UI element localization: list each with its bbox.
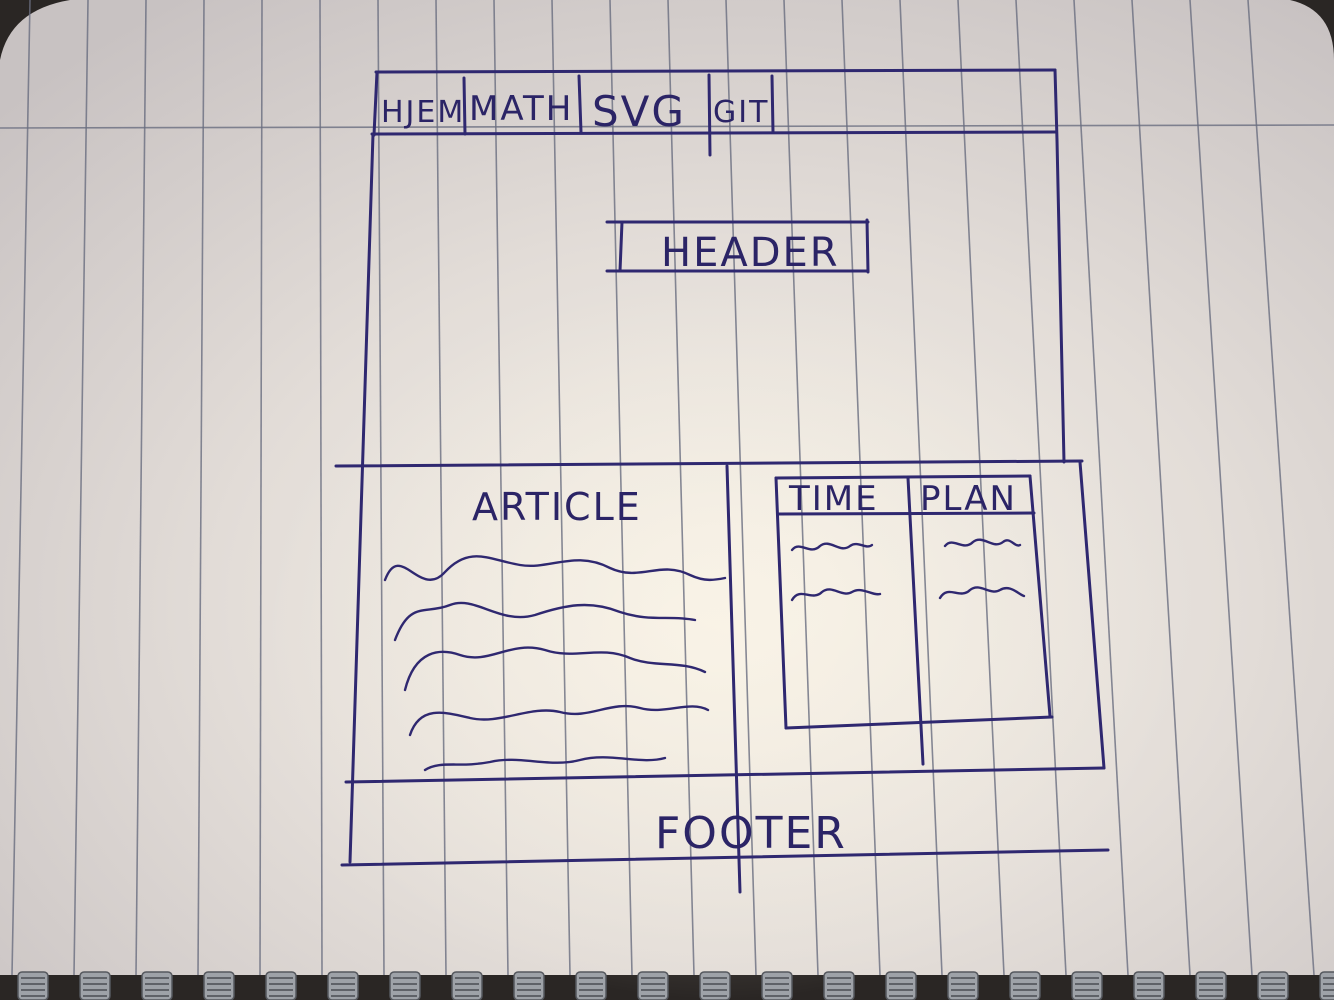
page-rule-line — [1247, 0, 1315, 976]
page-rule-line — [493, 0, 509, 976]
page-rule-line — [319, 0, 323, 976]
spiral-ring — [575, 971, 607, 1000]
page-rule-line — [1073, 0, 1129, 976]
page-rule-line — [1131, 0, 1191, 976]
page-rules — [11, 0, 1315, 976]
spiral-binding — [17, 971, 1334, 1000]
spiral-ring — [947, 971, 979, 1000]
spiral-ring — [1257, 971, 1289, 1000]
spiral-ring — [1195, 971, 1227, 1000]
nav-item-math: MATH — [469, 89, 573, 129]
page-rule-line — [135, 0, 147, 976]
spiral-ring — [513, 971, 545, 1000]
spiral-ring — [17, 971, 49, 1000]
spiral-ring — [327, 971, 359, 1000]
spiral-ring — [1071, 971, 1103, 1000]
spiral-ring — [1009, 971, 1041, 1000]
spiral-ring — [389, 971, 421, 1000]
nav-item-svg: SVG — [592, 87, 686, 136]
spiral-ring — [637, 971, 669, 1000]
spiral-ring — [823, 971, 855, 1000]
spiral-ring — [699, 971, 731, 1000]
page-rule-line — [435, 0, 447, 976]
page-rule-line — [783, 0, 819, 976]
top-margin-line — [0, 124, 1334, 129]
page-rule-line — [841, 0, 881, 976]
spiral-ring — [203, 971, 235, 1000]
lamp-glow — [260, 280, 1180, 1000]
spiral-ring — [141, 971, 173, 1000]
page-rule-line — [957, 0, 1005, 976]
page-rule-line — [259, 0, 263, 976]
nav-item-hjem: HJEM — [381, 95, 465, 130]
page-rule-line — [73, 0, 89, 976]
page-rule-line — [609, 0, 633, 976]
page-rule-line — [899, 0, 943, 976]
spiral-ring — [451, 971, 483, 1000]
spiral-ring — [265, 971, 297, 1000]
page-rule-line — [551, 0, 571, 976]
table-col-plan: PLAN — [920, 479, 1017, 519]
footer-label: FOOTER — [655, 808, 847, 859]
page-rule-line — [725, 0, 757, 976]
page-rule-line — [1189, 0, 1253, 976]
header-label: HEADER — [661, 230, 840, 276]
page-rule-line — [667, 0, 695, 976]
page-rule-line — [11, 0, 31, 976]
spiral-ring — [885, 971, 917, 1000]
page-rule-line — [197, 0, 205, 976]
nav-item-git: GIT — [713, 95, 769, 130]
page-rule-line — [377, 0, 385, 976]
spiral-ring — [761, 971, 793, 1000]
table-col-time: TIME — [788, 479, 879, 519]
spiral-ring — [1319, 971, 1334, 1000]
spiral-ring — [79, 971, 111, 1000]
spiral-ring — [1133, 971, 1165, 1000]
article-label: ARTICLE — [472, 485, 642, 529]
page-rule-line — [1015, 0, 1067, 976]
wireframe-sketch — [334, 68, 1110, 894]
